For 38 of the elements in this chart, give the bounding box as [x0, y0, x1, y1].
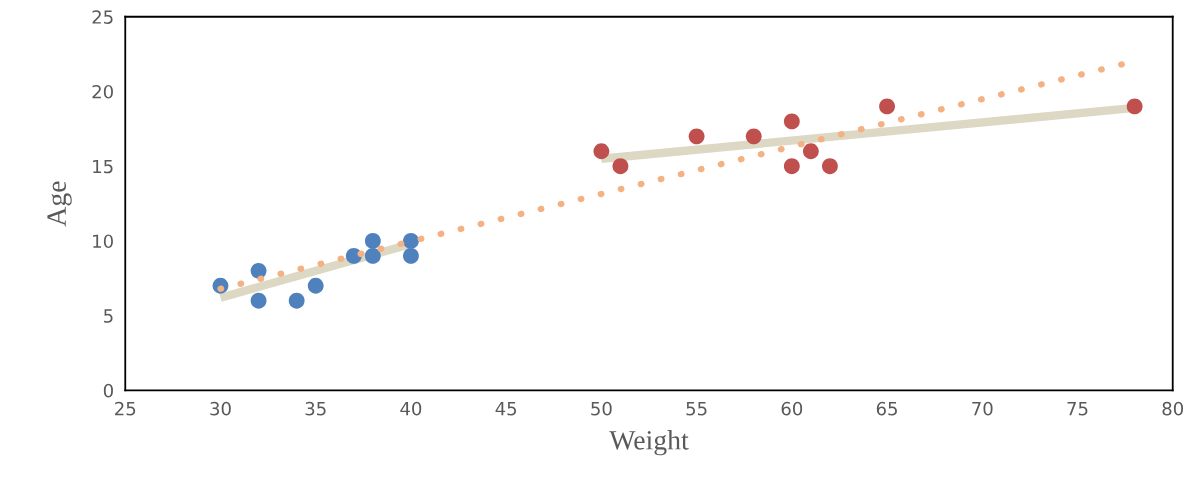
point — [688, 128, 705, 145]
point — [745, 128, 762, 145]
x-axis-title: Weight — [609, 430, 689, 456]
x-tick-label: 80 — [1162, 401, 1184, 416]
y-axis-title: Age — [47, 181, 72, 227]
point — [364, 247, 381, 264]
y-tick-label: 5 — [104, 309, 113, 323]
x-tick-label: 25 — [115, 401, 136, 416]
x-tick-label: 30 — [210, 401, 231, 416]
x-tick-label: 35 — [305, 401, 326, 416]
point — [364, 233, 381, 249]
point — [250, 262, 267, 279]
point — [250, 292, 267, 309]
x-tick-label: 40 — [400, 401, 422, 416]
x-tick-label: 50 — [591, 401, 612, 416]
point — [822, 158, 838, 175]
x-tick-label: 55 — [686, 402, 707, 416]
y-tick-label: 25 — [92, 10, 113, 24]
point — [783, 113, 800, 130]
x-tick-label: 45 — [495, 402, 517, 416]
point — [307, 277, 324, 294]
point — [593, 143, 610, 160]
x-tick-label: 65 — [876, 401, 897, 416]
x-tick-label: 70 — [972, 401, 993, 416]
point — [288, 292, 305, 309]
y-tick-label: 15 — [93, 159, 113, 174]
x-tick-label: 60 — [781, 401, 803, 416]
point — [403, 247, 419, 264]
x-tick-label: 75 — [1067, 402, 1088, 416]
y-tick-label: 0 — [103, 383, 113, 398]
y-tick-label: 10 — [93, 234, 113, 249]
y-tick-label: 20 — [92, 84, 113, 99]
point — [612, 158, 629, 175]
point — [879, 98, 895, 115]
point — [403, 233, 419, 249]
point — [802, 143, 819, 160]
point — [783, 158, 800, 175]
point — [1126, 98, 1143, 115]
